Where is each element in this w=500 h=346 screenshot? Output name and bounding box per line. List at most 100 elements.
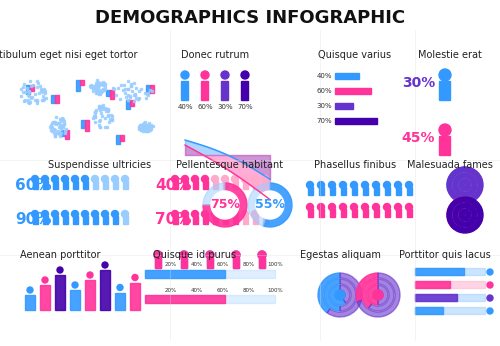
Text: 60%: 60% <box>217 288 229 292</box>
Text: Egestas aliquam: Egestas aliquam <box>300 250 380 260</box>
Text: 45%: 45% <box>402 131 435 145</box>
Text: 60%: 60% <box>197 104 213 110</box>
Wedge shape <box>453 203 477 227</box>
Bar <box>335 73 359 79</box>
Text: 60%: 60% <box>217 263 229 267</box>
Wedge shape <box>459 179 471 191</box>
Circle shape <box>92 210 98 218</box>
Circle shape <box>87 272 93 278</box>
Bar <box>335 118 377 124</box>
Circle shape <box>117 284 123 291</box>
Wedge shape <box>447 197 483 233</box>
Bar <box>330 187 334 195</box>
Bar <box>352 209 356 217</box>
Wedge shape <box>263 183 292 227</box>
Circle shape <box>182 175 188 182</box>
Circle shape <box>222 210 228 218</box>
Circle shape <box>32 210 38 218</box>
Circle shape <box>406 182 412 189</box>
Bar <box>384 209 390 217</box>
Circle shape <box>362 203 368 210</box>
Bar <box>207 258 213 268</box>
Text: 75%: 75% <box>210 199 240 211</box>
Bar <box>120 135 124 141</box>
Bar <box>150 85 154 92</box>
Wedge shape <box>324 279 340 311</box>
Bar <box>222 181 228 189</box>
FancyBboxPatch shape <box>242 82 248 100</box>
Circle shape <box>241 71 249 79</box>
Circle shape <box>42 210 48 218</box>
Text: 30%: 30% <box>316 103 332 109</box>
Text: Aenean porttitor: Aenean porttitor <box>20 250 100 260</box>
Bar <box>122 181 128 189</box>
Bar <box>335 103 353 109</box>
Circle shape <box>350 182 358 189</box>
Circle shape <box>232 251 240 259</box>
Circle shape <box>258 251 266 259</box>
Bar <box>112 181 117 189</box>
Text: Donec rutrum: Donec rutrum <box>181 50 249 60</box>
Circle shape <box>52 175 59 182</box>
Bar <box>52 216 58 224</box>
Circle shape <box>328 182 336 189</box>
Circle shape <box>172 210 178 218</box>
Bar <box>145 270 275 278</box>
Bar <box>92 181 98 189</box>
Bar <box>330 209 334 217</box>
Circle shape <box>32 175 38 182</box>
Text: 100%: 100% <box>267 288 283 292</box>
Text: DEMOGRAPHICS INFOGRAPHIC: DEMOGRAPHICS INFOGRAPHIC <box>95 9 405 27</box>
Text: Suspendisse ultricies: Suspendisse ultricies <box>48 160 152 170</box>
Text: 60%: 60% <box>316 88 332 94</box>
Bar <box>202 181 207 189</box>
Wedge shape <box>357 273 400 317</box>
Bar <box>207 258 213 268</box>
Circle shape <box>172 175 178 182</box>
Wedge shape <box>453 173 465 189</box>
Circle shape <box>242 210 248 218</box>
Circle shape <box>318 182 324 189</box>
Bar <box>308 209 312 217</box>
Bar <box>122 216 128 224</box>
Bar <box>192 216 198 224</box>
FancyBboxPatch shape <box>440 137 450 155</box>
Text: 40%: 40% <box>191 263 203 267</box>
Bar <box>362 209 368 217</box>
Bar <box>51 95 55 102</box>
Wedge shape <box>203 183 225 205</box>
Bar <box>62 216 68 224</box>
Text: 40%: 40% <box>177 104 193 110</box>
Circle shape <box>82 210 88 218</box>
Text: 70%: 70% <box>316 118 332 124</box>
Bar <box>259 258 265 268</box>
Bar <box>32 216 38 224</box>
Circle shape <box>180 251 188 259</box>
Bar <box>340 187 345 195</box>
Bar <box>130 100 134 106</box>
FancyBboxPatch shape <box>182 82 188 100</box>
Bar <box>242 216 248 224</box>
Circle shape <box>42 277 48 283</box>
Bar <box>25 295 35 310</box>
Wedge shape <box>378 285 388 305</box>
Bar <box>308 187 312 195</box>
Bar <box>100 270 110 310</box>
Bar <box>130 282 140 310</box>
Bar <box>146 85 150 92</box>
Wedge shape <box>368 285 378 305</box>
Circle shape <box>192 210 198 218</box>
Circle shape <box>192 175 198 182</box>
Circle shape <box>318 203 324 210</box>
Circle shape <box>180 251 188 259</box>
Circle shape <box>242 175 248 182</box>
Bar <box>40 285 50 310</box>
Circle shape <box>62 210 68 218</box>
Bar <box>318 209 324 217</box>
Text: Molestie erat: Molestie erat <box>418 50 482 60</box>
Circle shape <box>201 71 209 79</box>
Circle shape <box>206 251 214 259</box>
Wedge shape <box>362 279 378 308</box>
Circle shape <box>102 210 108 218</box>
Wedge shape <box>447 197 465 229</box>
